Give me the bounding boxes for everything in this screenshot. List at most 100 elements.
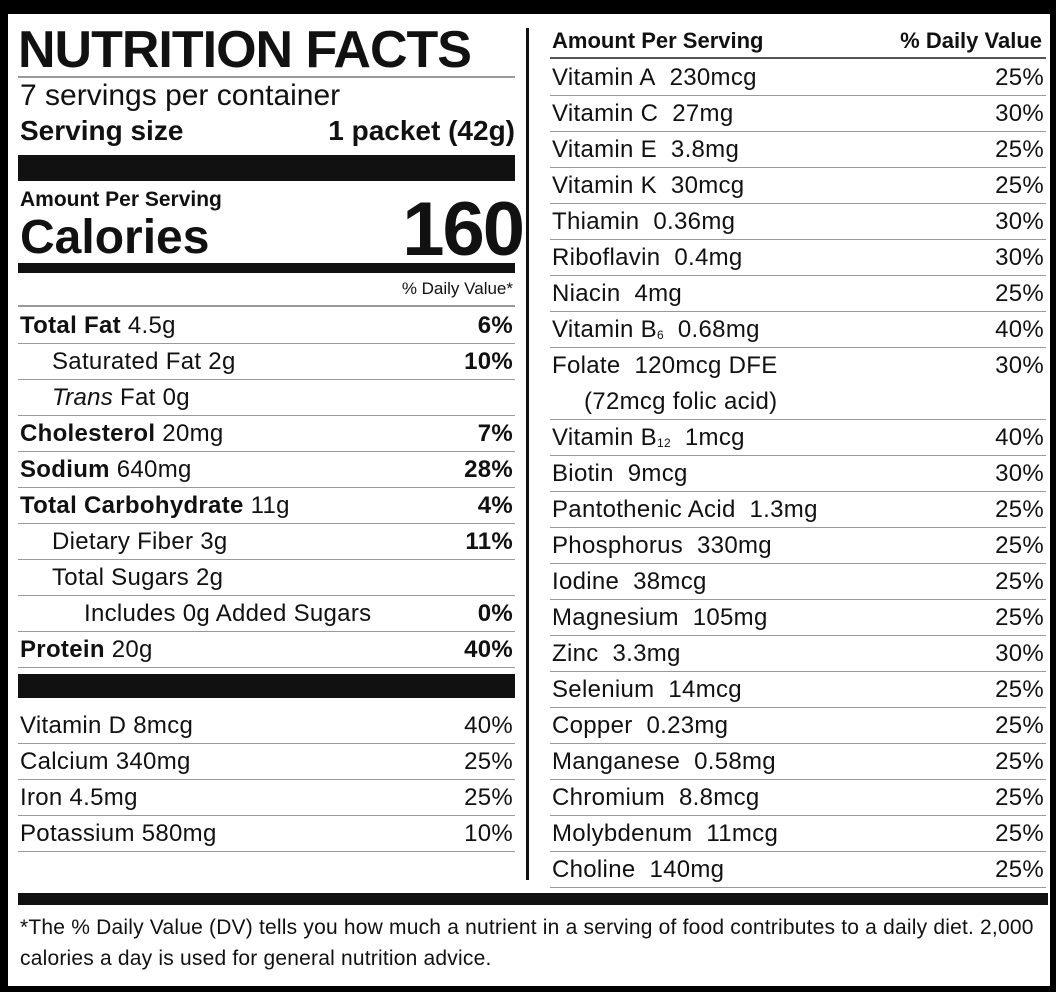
right-header-dv: % Daily Value — [900, 28, 1042, 53]
vitamin-amount: 0.36mg — [653, 208, 736, 235]
rule — [550, 57, 1046, 59]
vitamin-name: Vitamin C — [552, 100, 659, 127]
vitamin-name: Vitamin K — [552, 172, 657, 199]
mineral-amount: 8mcg — [133, 712, 194, 739]
vitamin-name: Niacin — [552, 280, 621, 307]
vitamin-name-group: Vitamin A 230mcg — [550, 64, 757, 91]
vitamin-row: Phosphorus 330mg 25% — [550, 528, 1046, 564]
serving-size-label: Serving size — [20, 115, 184, 146]
vitamin-name-group: Molybdenum 11mcg — [550, 820, 778, 847]
title: NUTRITION FACTS — [18, 21, 472, 79]
vitamin-name: Vitamin A — [552, 64, 656, 91]
vitamin-dv: 25% — [995, 532, 1044, 559]
nutrient-name: Total Carbohydrate — [20, 492, 244, 519]
vitamin-dv: 30% — [995, 100, 1044, 127]
mineral-amount: 580mg — [141, 820, 217, 847]
nutrient-amount: 4.5g — [127, 312, 176, 339]
vitamin-name: Molybdenum — [552, 820, 693, 847]
nutrient-name: Protein — [20, 636, 105, 663]
vitamin-row: Chromium 8.8mcg 25% — [550, 780, 1046, 816]
nutrient-name: Dietary Fiber — [52, 528, 194, 555]
vitamin-name-group: Niacin 4mg — [550, 280, 682, 307]
vitamin-row: Magnesium 105mg 25% — [550, 600, 1046, 636]
vitamin-dv: 25% — [995, 820, 1044, 847]
nutrient-row: Dietary Fiber 3g 11% — [18, 524, 515, 560]
mineral-name-group: Calcium 340mg — [18, 748, 191, 775]
nutrient-row: Cholesterol 20mg 7% — [18, 416, 515, 452]
amount-per-serving: Amount Per Serving — [20, 188, 222, 211]
nutrient-amount: 0g — [162, 384, 190, 411]
vitamin-amount: 0.58mg — [694, 748, 776, 775]
vitamin-amount: 330mg — [697, 532, 772, 559]
vitamin-amount: 1.3mg — [749, 496, 818, 523]
nutrient-row: Total Fat 4.5g 6% — [18, 308, 515, 344]
vitamin-dv: 25% — [995, 604, 1044, 631]
vitamin-row: Zinc 3.3mg 30% — [550, 636, 1046, 672]
nutrient-amount: 11g — [250, 492, 290, 519]
vitamin-dv: 25% — [995, 784, 1044, 811]
vitamin-amount: 3.8mg — [670, 136, 740, 163]
vitamin-row: Manganese 0.58mg 25% — [550, 744, 1046, 780]
vitamin-name: Copper — [552, 712, 633, 739]
vitamin-dv: 30% — [995, 208, 1044, 235]
vitamin-dv: 25% — [995, 676, 1044, 703]
nutrient-name-group: Protein 20g — [18, 636, 153, 663]
calories: 160 — [402, 187, 525, 272]
mineral-amount: 340mg — [115, 748, 191, 775]
vitamin-name-group: Phosphorus 330mg — [550, 532, 772, 559]
vitamin-amount: 1mcg — [684, 424, 745, 451]
vitamin-dv: 25% — [995, 712, 1044, 739]
nutrient-name: Cholesterol — [20, 420, 156, 447]
nutrient-row: Includes 0g Added Sugars 0% — [18, 596, 515, 632]
vitamin-name-group: Vitamin C 27mg — [550, 100, 733, 127]
nutrient-name-group: Cholesterol 20mg — [18, 420, 224, 447]
nutrient-name: Total Sugars — [52, 564, 190, 591]
vitamin-dv: 25% — [995, 496, 1044, 523]
vitamin-subscript: 6 — [656, 328, 664, 342]
vitamin-row: Vitamin C 27mg 30% — [550, 96, 1046, 132]
vitamin-row: Thiamin 0.36mg 30% — [550, 204, 1046, 240]
nutrient-dv: 40% — [464, 636, 513, 663]
vitamin-row: Molybdenum 11mcg 25% — [550, 816, 1046, 852]
nutrient-dv: 11% — [465, 528, 513, 555]
vitamin-name: Pantothenic Acid — [552, 496, 736, 523]
mineral-dv: 40% — [464, 712, 513, 739]
thick-rule — [18, 674, 515, 698]
vitamin-row: Vitamin K 30mcg 25% — [550, 168, 1046, 204]
nutrient-row: Saturated Fat 2g 10% — [18, 344, 515, 380]
serving-size: 1 packet (42g) — [328, 115, 515, 146]
nutrient-row: Total Sugars 2g — [18, 560, 515, 596]
nutrient-row: Trans Fat 0g — [18, 380, 515, 416]
vitamin-dv: 25% — [995, 172, 1044, 199]
nutrient-name: Total Fat — [20, 312, 121, 339]
vitamin-row: Copper 0.23mg 25% — [550, 708, 1046, 744]
vitamin-name-group: Vitamin E 3.8mg — [550, 136, 739, 163]
mineral-name: Vitamin D — [20, 712, 127, 739]
mineral-name: Potassium — [20, 820, 135, 847]
nutrient-row: Protein 20g 40% — [18, 632, 515, 668]
mineral-name-group: Potassium 580mg — [18, 820, 217, 847]
vitamin-name-group: Biotin 9mcg — [550, 460, 688, 487]
vitamin-note: (72mcg folic acid) — [584, 388, 778, 415]
nutrient-row: Sodium 640mg 28% — [18, 452, 515, 488]
vitamin-row: Choline 140mg 25% — [550, 852, 1046, 888]
vitamin-name: Selenium — [552, 676, 655, 703]
nutrient-name-group: Dietary Fiber 3g — [18, 528, 228, 555]
vitamin-name: Magnesium — [552, 604, 679, 631]
vitamin-name-group: Iodine 38mcg — [550, 568, 707, 595]
vitamin-name-group: Copper 0.23mg — [550, 712, 728, 739]
nutrient-name-group: Total Fat 4.5g — [18, 312, 176, 339]
vitamin-amount: 120mcg DFE — [634, 352, 778, 379]
vitamin-subscript: 12 — [656, 436, 671, 450]
mineral-row: Potassium 580mg 10% — [18, 816, 515, 852]
vitamin-name: Thiamin — [552, 208, 640, 235]
nutrient-row: Total Carbohydrate 11g 4% — [18, 488, 515, 524]
vitamin-name: Vitamin B — [552, 316, 657, 343]
vitamin-name-group: Chromium 8.8mcg — [550, 784, 760, 811]
servings: 7 servings per container — [20, 79, 341, 112]
vitamin-dv: 40% — [995, 316, 1044, 343]
footnote: *The % Daily Value (DV) tells you how mu… — [20, 916, 1034, 970]
mineral-amount: 4.5mg — [69, 784, 138, 811]
nutrient-name-group: Sodium 640mg — [18, 456, 192, 483]
